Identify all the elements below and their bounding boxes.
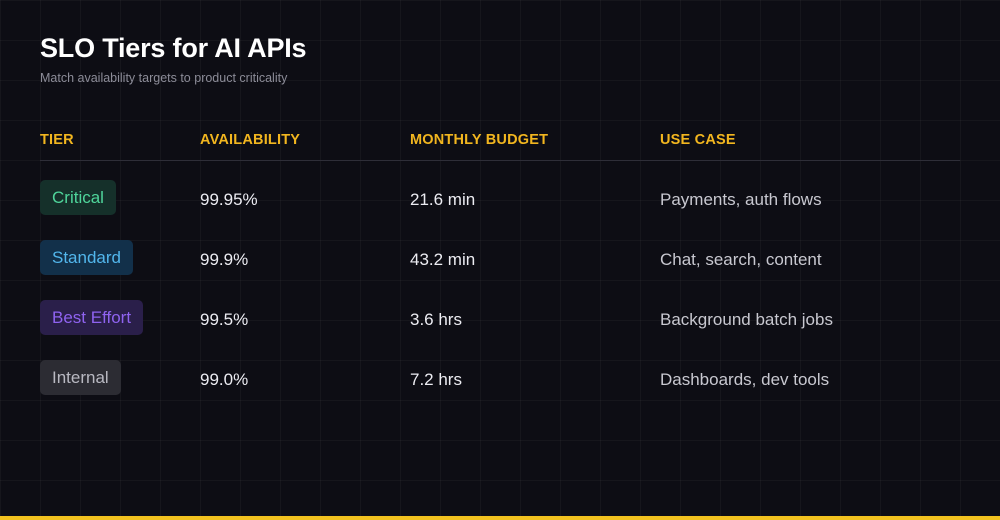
use-case-cell: Chat, search, content: [660, 250, 822, 269]
use-case-cell: Background batch jobs: [660, 310, 833, 329]
column-header-availability: AVAILABILITY: [200, 132, 301, 148]
monthly-budget-cell: 43.2 min: [410, 250, 476, 269]
monthly-budget-cell: 3.6 hrs: [410, 310, 462, 329]
page-subtitle: Match availability targets to product cr…: [40, 71, 288, 85]
availability-cell: 99.95%: [200, 190, 258, 209]
availability-cell: 99.0%: [200, 370, 249, 389]
table-header-row: TIER AVAILABILITY MONTHLY BUDGET USE CAS…: [40, 128, 960, 161]
column-header-use-case: USE CASE: [660, 132, 736, 148]
table-row: Internal 99.0% 7.2 hrs Dashboards, dev t…: [40, 341, 960, 401]
table-row: Best Effort 99.5% 3.6 hrs Background bat…: [40, 281, 960, 341]
monthly-budget-cell: 21.6 min: [410, 190, 476, 209]
availability-cell: 99.9%: [200, 250, 249, 269]
column-header-monthly-budget: MONTHLY BUDGET: [410, 132, 549, 148]
tier-badge-critical: Critical: [40, 180, 116, 215]
use-case-cell: Dashboards, dev tools: [660, 370, 830, 389]
column-header-tier: TIER: [40, 132, 74, 148]
page-title: SLO Tiers for AI APIs: [40, 33, 307, 63]
tier-badge-internal: Internal: [40, 360, 121, 395]
table-row: Standard 99.9% 43.2 min Chat, search, co…: [40, 221, 960, 281]
tier-badge-best-effort: Best Effort: [40, 300, 144, 335]
table-row: Critical 99.95% 21.6 min Payments, auth …: [40, 161, 960, 221]
tier-badge-standard: Standard: [40, 240, 133, 275]
accent-bottom-bar: [0, 516, 1000, 520]
monthly-budget-cell: 7.2 hrs: [410, 370, 462, 389]
slo-tiers-table: TIER AVAILABILITY MONTHLY BUDGET USE CAS…: [40, 128, 960, 401]
use-case-cell: Payments, auth flows: [660, 190, 822, 209]
availability-cell: 99.5%: [200, 310, 249, 329]
